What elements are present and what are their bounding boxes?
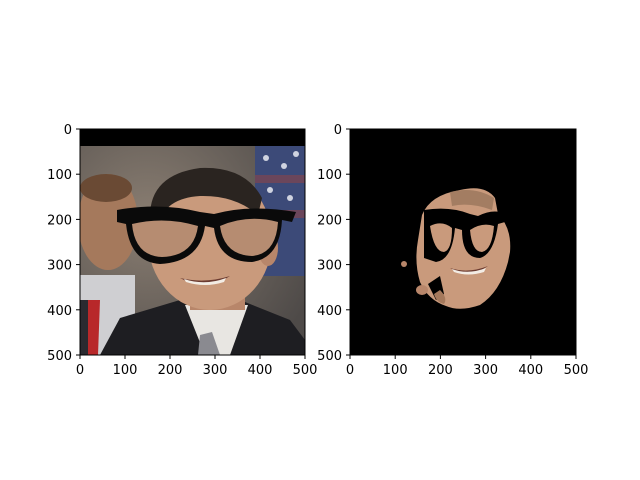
x-tick-label: 400 — [518, 363, 543, 378]
x-tick-label: 100 — [113, 363, 138, 378]
x-tick-label: 0 — [76, 363, 84, 378]
mask-panel-axes: 0 100 200 300 400 500 0 100 200 300 400 500 — [317, 123, 588, 378]
segmented-face — [401, 188, 511, 309]
y-tick-label: 500 — [317, 349, 342, 364]
x-tick-label: 200 — [428, 363, 453, 378]
y-tick-label: 400 — [47, 304, 72, 319]
x-tick-label: 500 — [293, 363, 318, 378]
x-tick-label: 200 — [158, 363, 183, 378]
photo-panel — [80, 129, 305, 355]
y-tick-label: 100 — [317, 168, 342, 183]
y-tick-label: 400 — [317, 304, 342, 319]
glasses-overlay — [117, 206, 296, 264]
y-tick-label: 0 — [334, 123, 342, 138]
x-tick-label: 300 — [203, 363, 228, 378]
x-tick-label: 100 — [383, 363, 408, 378]
photo-panel-axes: 0 100 200 300 400 500 0 100 200 300 400 500 — [47, 123, 317, 378]
mask-panel — [350, 129, 576, 355]
x-tick-label: 0 — [346, 363, 354, 378]
x-tick-label: 500 — [564, 363, 589, 378]
y-tick-label: 0 — [64, 123, 72, 138]
y-tick-label: 500 — [47, 349, 72, 364]
y-tick-label: 100 — [47, 168, 72, 183]
mask-panel-frame — [349, 128, 577, 356]
main-person — [100, 167, 305, 355]
photo-panel-frame — [79, 128, 306, 356]
y-tick-label: 200 — [317, 213, 342, 228]
x-tick-label: 300 — [473, 363, 498, 378]
x-tick-label: 400 — [248, 363, 273, 378]
y-tick-label: 200 — [47, 213, 72, 228]
y-tick-label: 300 — [47, 259, 72, 274]
y-tick-label: 300 — [317, 259, 342, 274]
